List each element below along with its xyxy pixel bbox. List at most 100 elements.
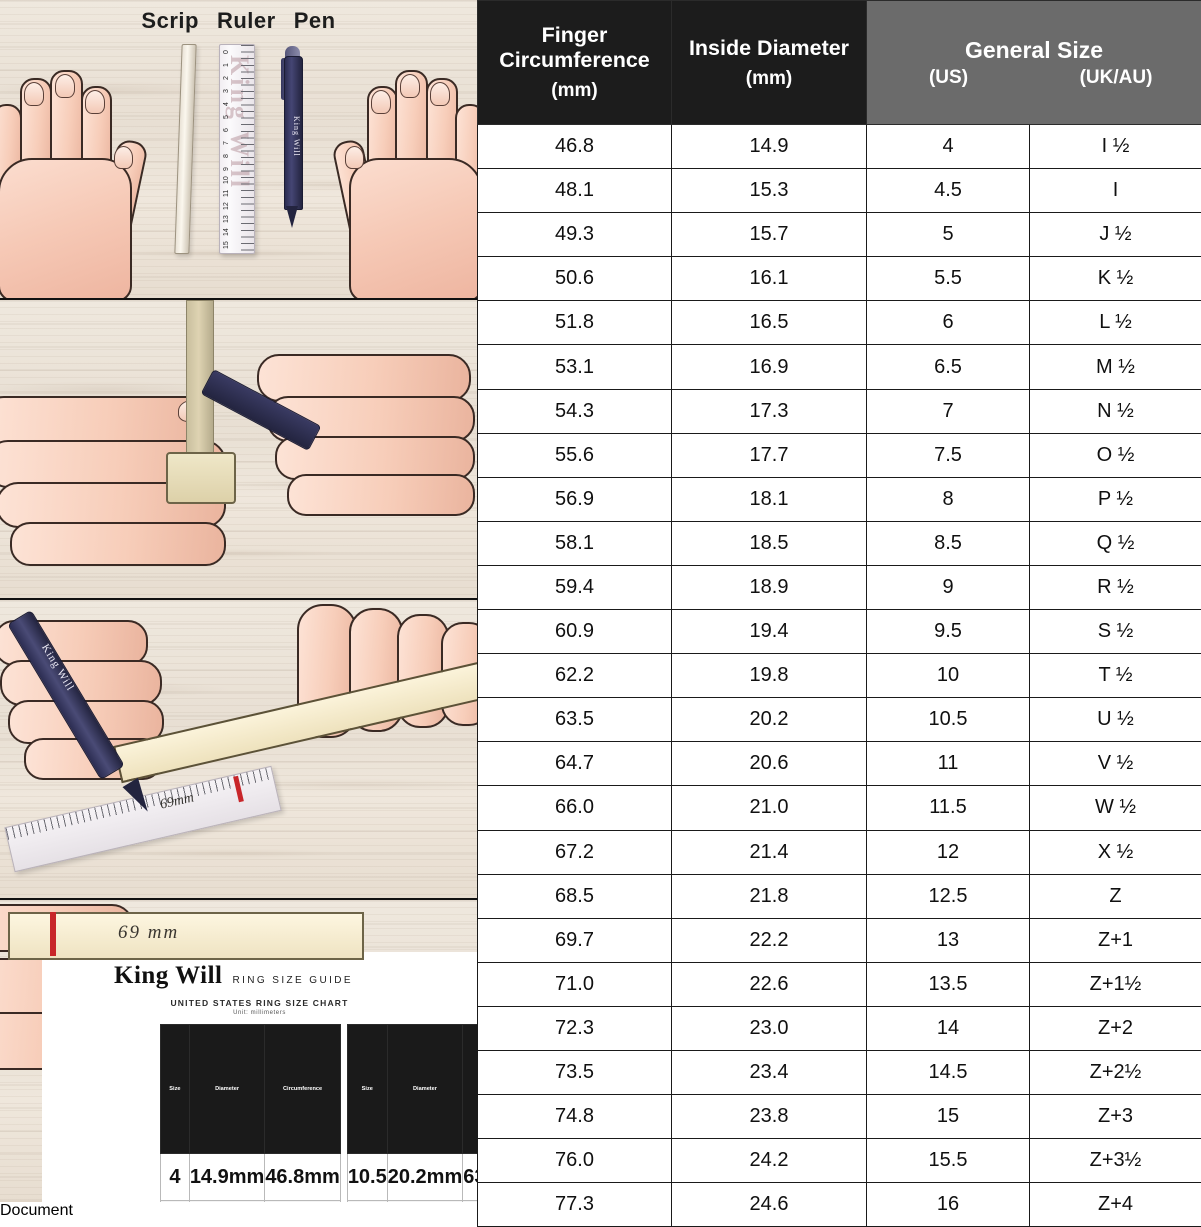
ruler-tick-label: 14	[223, 228, 230, 236]
handwritten-measure-panel4: 69 mm	[118, 922, 179, 944]
strip-wrapped-ring	[166, 452, 236, 504]
header-general-size-label: General Size	[867, 37, 1201, 63]
mini-header-diameter: Diameter	[189, 1025, 265, 1154]
ruler-tick-label: 7	[223, 141, 230, 145]
mini-header-diameter: Diameter	[387, 1025, 463, 1154]
ruler-tick-label: 11	[223, 190, 230, 197]
cell-uk-au-size: I ½	[1030, 125, 1201, 169]
cell-us-size: 4.5	[867, 169, 1030, 213]
cell-us-size: 14	[867, 1006, 1030, 1050]
cell-uk-au-size: J ½	[1030, 213, 1201, 257]
mini-table-row: 10.520.2mm63.5mm	[347, 1154, 477, 1201]
mini-cell: 10.5	[347, 1154, 387, 1201]
cell-circumference: 71.0	[478, 962, 672, 1006]
cell-diameter: 18.5	[672, 521, 867, 565]
cell-uk-au-size: V ½	[1030, 742, 1201, 786]
label-pen: Pen	[294, 8, 336, 34]
card-title: UNITED STATES RING SIZE CHART	[42, 998, 477, 1008]
mini-cell: 63.5mm	[463, 1154, 477, 1201]
red-overlap-mark	[50, 912, 56, 956]
mini-header-circumference: Circumference	[463, 1025, 477, 1154]
cell-us-size: 5	[867, 213, 1030, 257]
ruler-tick-label: 6	[223, 128, 230, 132]
cell-us-size: 9	[867, 565, 1030, 609]
ruler-tick-label: 0	[223, 50, 230, 54]
hand-being-measured	[0, 396, 280, 596]
ruler-tick-label: 4	[223, 102, 230, 106]
mini-cell: 4	[161, 1154, 190, 1201]
cell-circumference: 76.0	[478, 1139, 672, 1183]
ruler-tick-label: 5	[223, 115, 230, 119]
cell-us-size: 12	[867, 830, 1030, 874]
cell-diameter: 16.1	[672, 257, 867, 301]
cell-circumference: 51.8	[478, 301, 672, 345]
cell-circumference: 54.3	[478, 389, 672, 433]
cell-diameter: 23.0	[672, 1006, 867, 1050]
pen-graphic: King Will	[284, 46, 301, 222]
pen-brand-text: King Will	[284, 106, 301, 166]
label-ruler: Ruler	[217, 8, 276, 34]
header-finger-circumference-unit: (mm)	[478, 80, 671, 102]
cell-uk-au-size: X ½	[1030, 830, 1201, 874]
header-inside-diameter: Inside Diameter (mm)	[672, 1, 867, 125]
ruler-tick-label: 1	[223, 63, 230, 67]
cell-circumference: 77.3	[478, 1183, 672, 1227]
cell-us-size: 7	[867, 389, 1030, 433]
cell-us-size: 10.5	[867, 698, 1030, 742]
cell-uk-au-size: O ½	[1030, 433, 1201, 477]
ruler-tick-label: 2	[223, 76, 230, 80]
mark-and-measure-panel: 69mm King Will	[0, 600, 477, 900]
cell-uk-au-size: Z+1½	[1030, 962, 1201, 1006]
hand-holding-pen	[253, 348, 477, 538]
cell-circumference: 46.8	[478, 125, 672, 169]
brand-name: King Will	[114, 962, 222, 989]
cell-uk-au-size: Z+3½	[1030, 1139, 1201, 1183]
paper-strip-measured	[8, 912, 364, 960]
ruler-tick-label: 12	[223, 202, 230, 210]
cell-circumference: 69.7	[478, 918, 672, 962]
cell-uk-au-size: R ½	[1030, 565, 1201, 609]
table-header: Finger Circumference (mm) Inside Diamete…	[478, 1, 1201, 125]
cell-diameter: 21.4	[672, 830, 867, 874]
cell-circumference: 68.5	[478, 874, 672, 918]
ruler-ticks	[241, 45, 254, 253]
cell-circumference: 58.1	[478, 521, 672, 565]
ruler-tick-label: 3	[223, 89, 230, 93]
cell-us-size: 13.5	[867, 962, 1030, 1006]
cell-diameter: 24.2	[672, 1139, 867, 1183]
cell-diameter: 23.8	[672, 1095, 867, 1139]
mini-header-size: Size	[161, 1025, 190, 1154]
cell-us-size: 9.5	[867, 610, 1030, 654]
cell-us-size: 8	[867, 477, 1030, 521]
cell-circumference: 64.7	[478, 742, 672, 786]
header-inside-diameter-unit: (mm)	[672, 68, 866, 90]
mini-body-right: 10.520.2mm63.5mm1120.6mm64.7mm11.521mm66…	[347, 1154, 477, 1203]
cell-us-size: 13	[867, 918, 1030, 962]
cell-circumference: 73.5	[478, 1050, 672, 1094]
cell-us-size: 11	[867, 742, 1030, 786]
cell-uk-au-size: L ½	[1030, 301, 1201, 345]
cell-us-size: 12.5	[867, 874, 1030, 918]
cell-diameter: 14.9	[672, 125, 867, 169]
cell-uk-au-size: S ½	[1030, 610, 1201, 654]
cell-uk-au-size: Z+4	[1030, 1183, 1201, 1227]
cell-uk-au-size: Z+3	[1030, 1095, 1201, 1139]
